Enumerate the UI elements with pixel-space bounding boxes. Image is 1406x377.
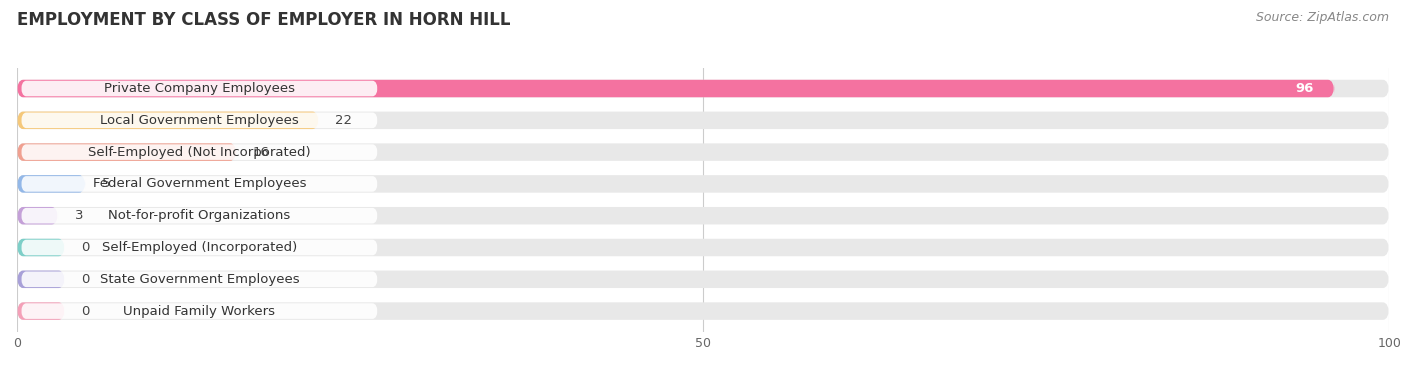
FancyBboxPatch shape — [21, 208, 378, 224]
FancyBboxPatch shape — [17, 271, 1389, 288]
Text: 0: 0 — [82, 273, 90, 286]
Text: Federal Government Employees: Federal Government Employees — [93, 178, 307, 190]
Text: Not-for-profit Organizations: Not-for-profit Organizations — [108, 209, 291, 222]
FancyBboxPatch shape — [17, 302, 1389, 320]
Text: 96: 96 — [1295, 82, 1313, 95]
Text: 16: 16 — [253, 146, 270, 159]
Text: Local Government Employees: Local Government Employees — [100, 114, 298, 127]
FancyBboxPatch shape — [21, 81, 378, 96]
FancyBboxPatch shape — [17, 207, 58, 224]
FancyBboxPatch shape — [17, 80, 1334, 97]
Text: 5: 5 — [103, 178, 111, 190]
FancyBboxPatch shape — [17, 175, 86, 193]
FancyBboxPatch shape — [21, 303, 378, 319]
FancyBboxPatch shape — [17, 239, 1389, 256]
FancyBboxPatch shape — [17, 271, 65, 288]
Text: 3: 3 — [75, 209, 83, 222]
FancyBboxPatch shape — [17, 207, 1389, 224]
Text: Private Company Employees: Private Company Employees — [104, 82, 295, 95]
FancyBboxPatch shape — [21, 240, 378, 255]
Text: 22: 22 — [335, 114, 353, 127]
Text: Self-Employed (Not Incorporated): Self-Employed (Not Incorporated) — [89, 146, 311, 159]
FancyBboxPatch shape — [21, 271, 378, 287]
FancyBboxPatch shape — [17, 112, 319, 129]
Text: EMPLOYMENT BY CLASS OF EMPLOYER IN HORN HILL: EMPLOYMENT BY CLASS OF EMPLOYER IN HORN … — [17, 11, 510, 29]
FancyBboxPatch shape — [21, 176, 378, 192]
FancyBboxPatch shape — [21, 112, 378, 128]
Text: 0: 0 — [82, 305, 90, 317]
FancyBboxPatch shape — [17, 239, 65, 256]
FancyBboxPatch shape — [17, 302, 65, 320]
FancyBboxPatch shape — [17, 143, 1389, 161]
Text: State Government Employees: State Government Employees — [100, 273, 299, 286]
FancyBboxPatch shape — [17, 112, 1389, 129]
FancyBboxPatch shape — [17, 143, 236, 161]
Text: Unpaid Family Workers: Unpaid Family Workers — [124, 305, 276, 317]
FancyBboxPatch shape — [17, 80, 1389, 97]
FancyBboxPatch shape — [21, 144, 378, 160]
Text: Source: ZipAtlas.com: Source: ZipAtlas.com — [1256, 11, 1389, 24]
Text: Self-Employed (Incorporated): Self-Employed (Incorporated) — [101, 241, 297, 254]
Text: 0: 0 — [82, 241, 90, 254]
FancyBboxPatch shape — [17, 175, 1389, 193]
